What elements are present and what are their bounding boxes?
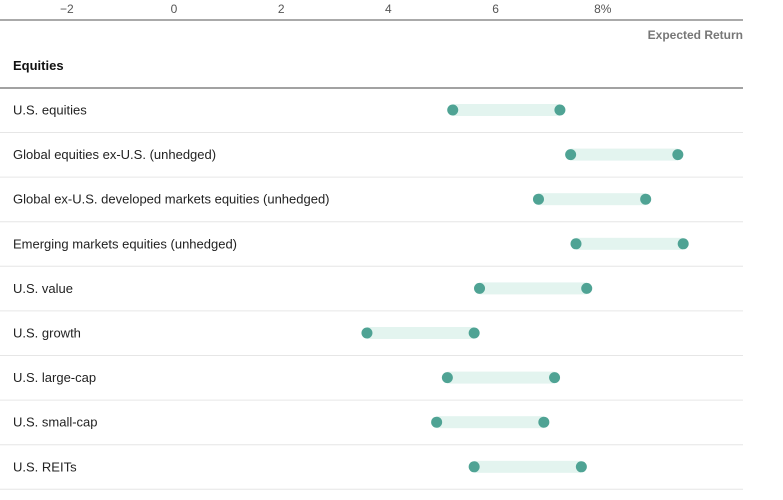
chart-row: U.S. growth — [0, 326, 743, 356]
range-bar — [452, 104, 560, 116]
rows: U.S. equities Global equities ex-U.S. (un… — [0, 103, 743, 490]
x-tick-label: 0 — [171, 2, 178, 16]
low-marker — [447, 104, 459, 116]
chart-row: U.S. value — [0, 281, 743, 312]
x-tick-label: 2 — [278, 2, 285, 16]
low-marker — [361, 327, 373, 339]
row-label: U.S. small-cap — [13, 415, 98, 430]
low-marker — [468, 461, 480, 473]
chart-row: Global equities ex-U.S. (unhedged) — [0, 147, 743, 178]
row-label: Emerging markets equities (unhedged) — [13, 236, 237, 251]
section-label-equities: Equities — [13, 58, 64, 73]
low-marker — [565, 149, 577, 161]
high-marker — [554, 104, 566, 116]
high-marker — [575, 461, 587, 473]
high-marker — [640, 193, 652, 205]
chart-row: U.S. equities — [0, 103, 743, 133]
x-tick-label: 6 — [492, 2, 499, 16]
x-tick-label: 8% — [594, 2, 612, 16]
row-label: U.S. growth — [13, 326, 81, 341]
row-label: U.S. equities — [13, 103, 87, 118]
range-bar — [479, 282, 587, 295]
high-marker — [549, 372, 561, 384]
high-marker — [538, 416, 550, 428]
row-label: Global equities ex-U.S. (unhedged) — [13, 147, 216, 162]
range-bar — [538, 193, 646, 206]
x-axis: −2 0 2 4 6 8% — [0, 2, 743, 21]
chart-row: Emerging markets equities (unhedged) — [0, 236, 743, 267]
low-marker — [431, 416, 443, 428]
row-label: U.S. REITs — [13, 459, 77, 474]
low-marker — [474, 282, 486, 294]
range-bar — [570, 148, 678, 161]
high-marker — [581, 282, 593, 294]
range-bar — [474, 460, 582, 473]
range-bar — [576, 237, 684, 250]
row-label: Global ex-U.S. developed markets equitie… — [13, 192, 330, 207]
range-bar — [447, 371, 555, 384]
chart-row: Global ex-U.S. developed markets equitie… — [0, 192, 743, 223]
range-bar — [436, 416, 544, 429]
high-marker — [677, 238, 689, 250]
chart-row: U.S. REITs — [0, 459, 743, 490]
high-marker — [468, 327, 480, 339]
x-tick-label: −2 — [60, 2, 74, 16]
range-bar — [366, 327, 475, 339]
high-marker — [672, 149, 684, 161]
expected-return-header: Expected Return — [648, 28, 743, 42]
row-label: U.S. value — [13, 281, 73, 296]
low-marker — [532, 193, 544, 205]
row-label: U.S. large-cap — [13, 370, 96, 385]
low-marker — [570, 238, 582, 250]
chart-row: U.S. large-cap — [0, 370, 743, 401]
chart-row: U.S. small-cap — [0, 415, 743, 446]
x-tick-label: 4 — [385, 2, 392, 16]
low-marker — [441, 372, 453, 384]
